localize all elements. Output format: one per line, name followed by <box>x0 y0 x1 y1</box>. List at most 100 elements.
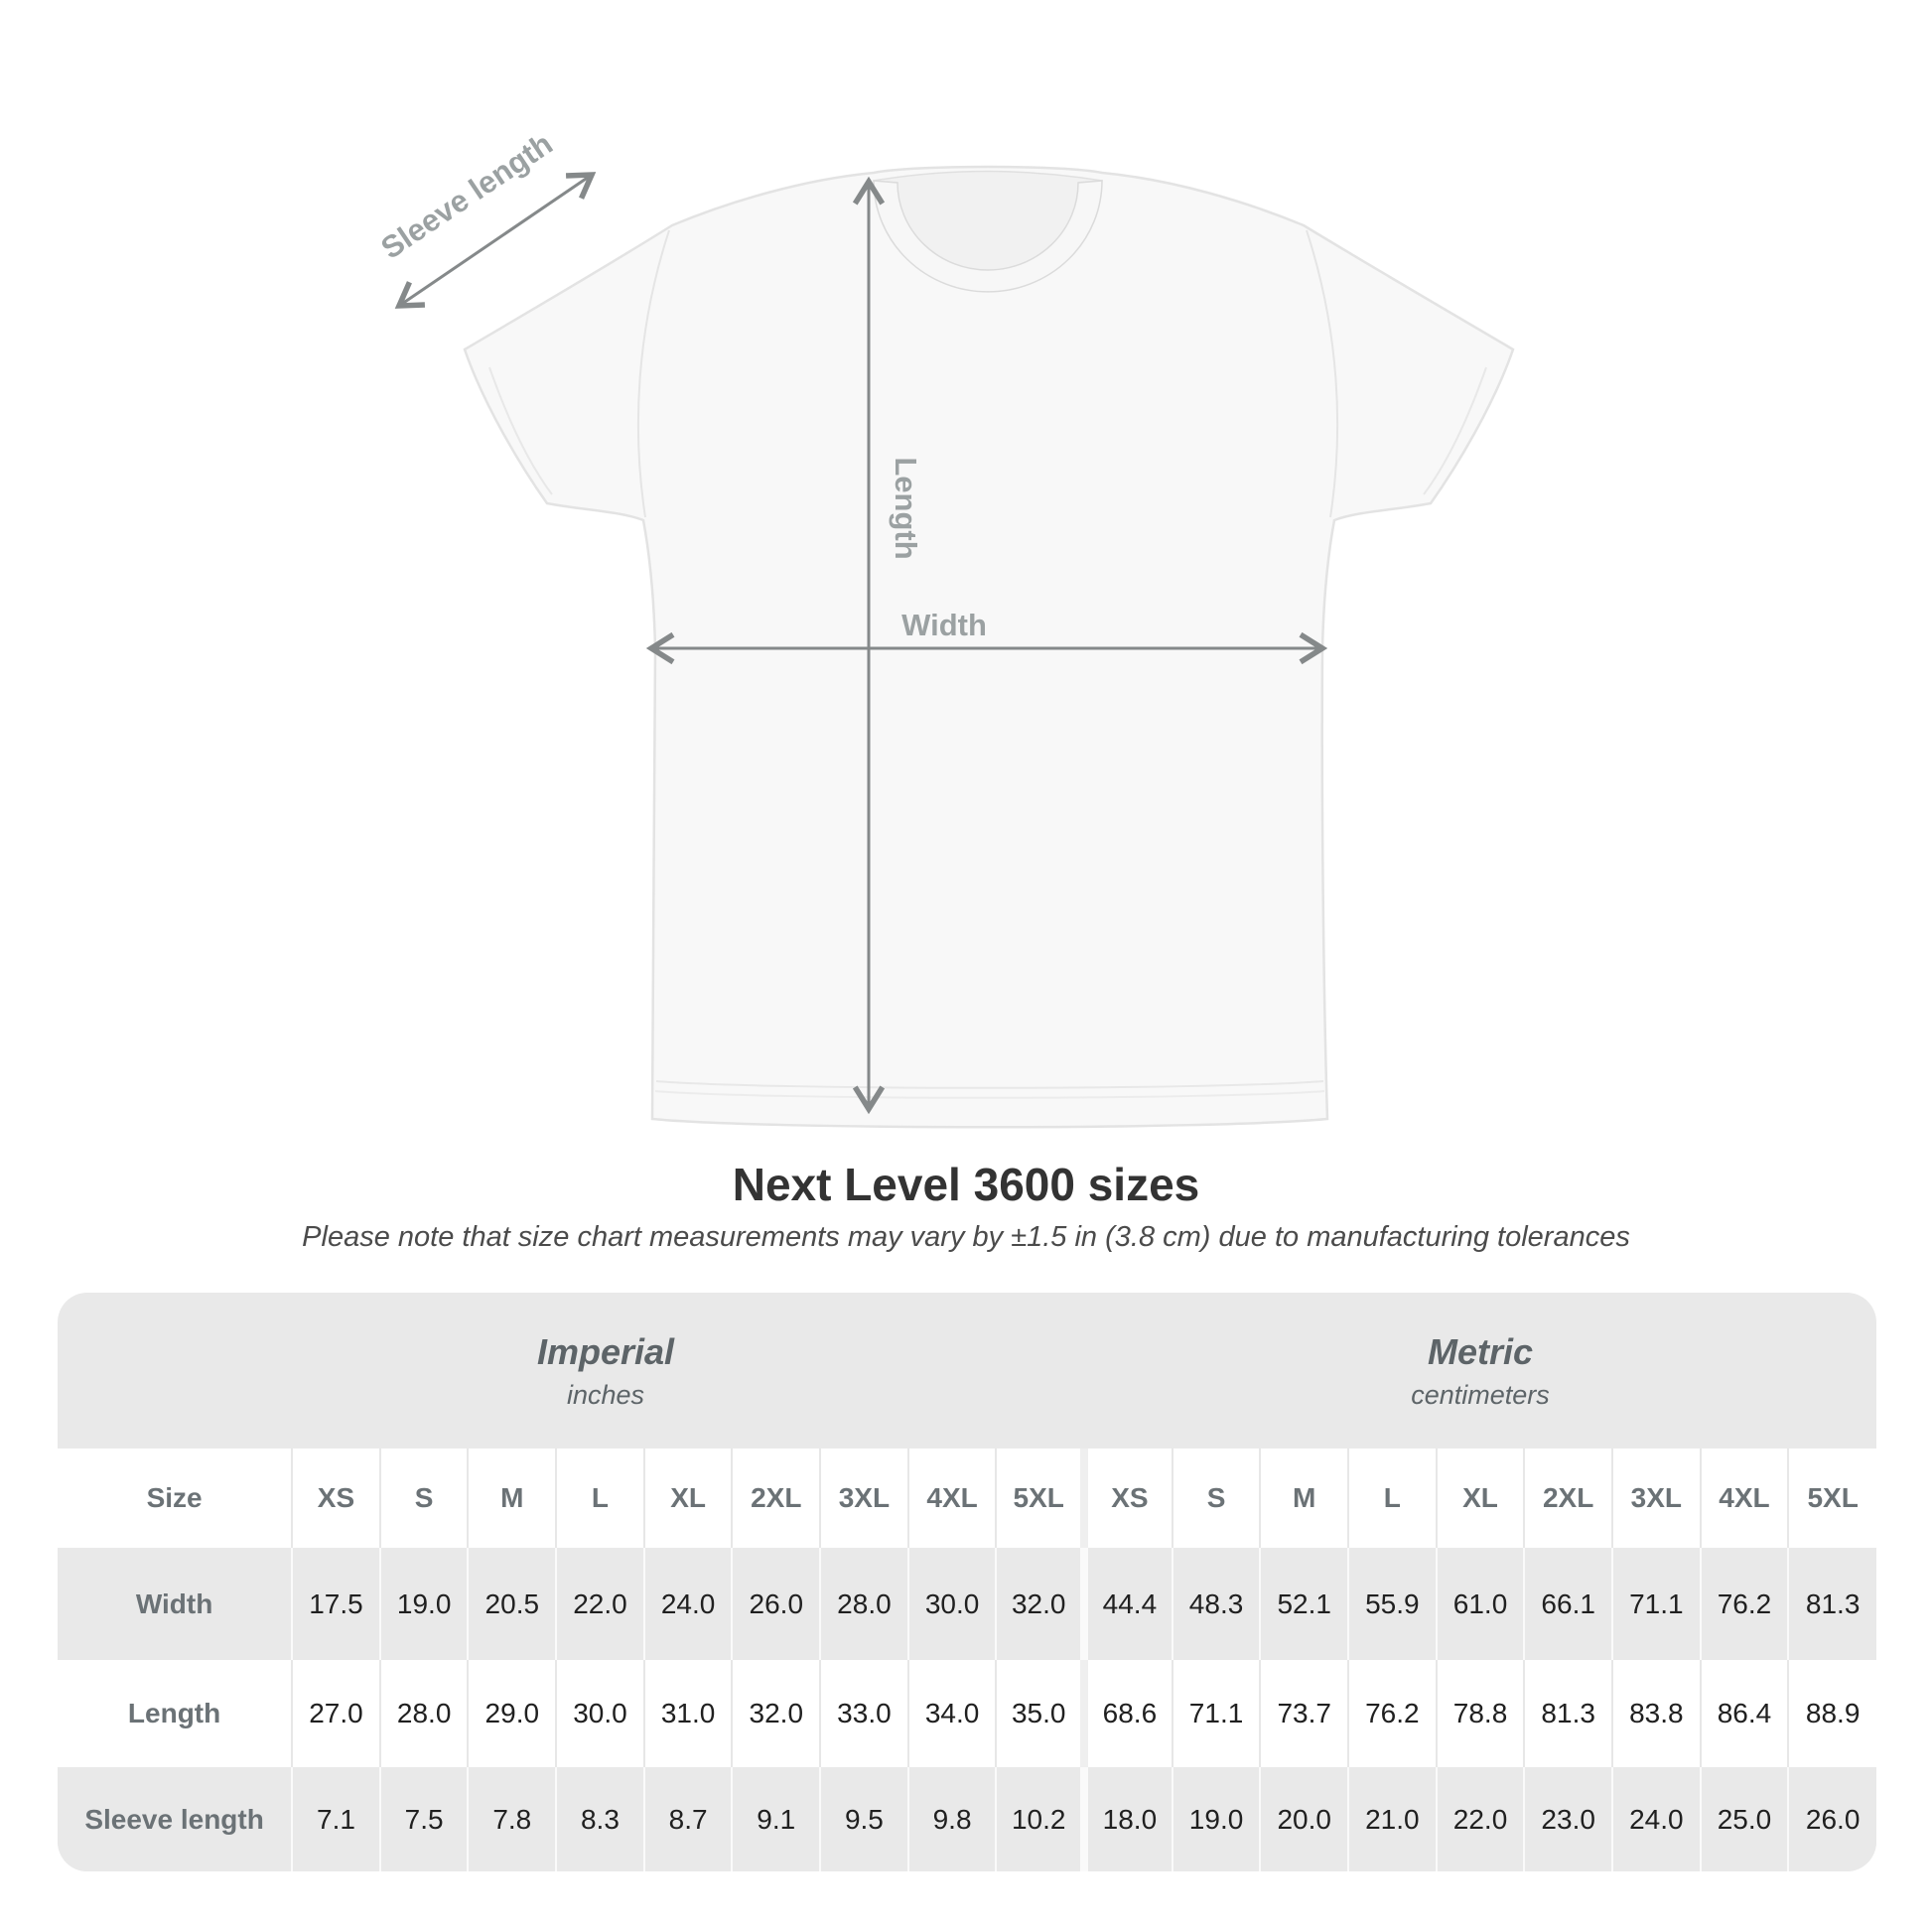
table-cell: 10.2 <box>995 1767 1085 1871</box>
table-cell: 20.0 <box>1259 1767 1349 1871</box>
metric-header: Metric centimeters <box>1084 1293 1876 1449</box>
table-cell: 24.0 <box>1611 1767 1701 1871</box>
table-cell: 26.0 <box>731 1548 821 1660</box>
table-cell: 22.0 <box>555 1548 644 1660</box>
table-cell: 32.0 <box>995 1548 1085 1660</box>
size-col-header: XL <box>1435 1449 1525 1548</box>
table-cell: 28.0 <box>819 1548 908 1660</box>
table-cell: 21.0 <box>1347 1767 1437 1871</box>
table-cell: 19.0 <box>1171 1767 1261 1871</box>
table-cell: 86.4 <box>1699 1660 1789 1767</box>
table-cell: 76.2 <box>1347 1660 1437 1767</box>
table-cell: 9.1 <box>731 1767 821 1871</box>
size-col-header: XL <box>642 1449 733 1548</box>
unit-header-band: Imperial inches Metric centimeters <box>58 1293 1876 1449</box>
table-cell: 7.1 <box>291 1767 380 1871</box>
table-cell: 8.7 <box>642 1767 733 1871</box>
size-col-header: 5XL <box>995 1449 1085 1548</box>
table-cell: 9.8 <box>906 1767 997 1871</box>
size-col-header: 3XL <box>819 1449 908 1548</box>
table-cell: 18.0 <box>1080 1767 1173 1871</box>
size-col-header: 2XL <box>731 1449 821 1548</box>
size-col-header: 4XL <box>906 1449 997 1548</box>
row-label: Width <box>135 1587 213 1619</box>
table-cell: 29.0 <box>467 1660 557 1767</box>
table-cell: 7.8 <box>467 1767 557 1871</box>
right-sleeve-hem <box>1423 366 1487 495</box>
size-col-header: L <box>1347 1449 1437 1548</box>
bottom-hem-stitch <box>655 1080 1324 1089</box>
imperial-header: Imperial inches <box>58 1293 1084 1449</box>
table-cell: 71.1 <box>1171 1660 1261 1767</box>
row-label: Length <box>127 1698 221 1728</box>
tshirt-measurement-diagram: Sleeve length Length Width <box>374 126 1515 1129</box>
metric-header-name: Metric <box>1427 1331 1534 1373</box>
table-cell: 68.6 <box>1080 1660 1173 1767</box>
size-col-header: 2XL <box>1523 1449 1612 1548</box>
left-sleeve-hem <box>488 366 553 495</box>
table-cell: 88.9 <box>1787 1660 1876 1767</box>
length-row: Length 27.0 28.0 29.0 30.0 31.0 32.0 33.… <box>58 1660 1876 1767</box>
table-cell: 32.0 <box>731 1660 821 1767</box>
size-corner-label: Size <box>146 1482 203 1513</box>
table-cell: 30.0 <box>555 1660 644 1767</box>
collar-ring <box>873 180 1103 293</box>
table-cell: 55.9 <box>1347 1548 1437 1660</box>
table-cell: 52.1 <box>1259 1548 1349 1660</box>
table-cell: 76.2 <box>1699 1548 1789 1660</box>
table-cell: 26.0 <box>1787 1767 1876 1871</box>
table-cell: 23.0 <box>1523 1767 1612 1871</box>
size-header-row: Size XS S M L XL 2XL 3XL 4XL 5XL XS S M … <box>58 1449 1876 1548</box>
metric-header-unit: centimeters <box>1411 1379 1550 1410</box>
table-cell: 30.0 <box>906 1548 997 1660</box>
size-table: Size XS S M L XL 2XL 3XL 4XL 5XL XS S M … <box>58 1449 1876 1871</box>
table-cell: 35.0 <box>995 1660 1085 1767</box>
measurement-arrows <box>394 172 1328 1115</box>
left-armhole-seam <box>636 229 670 518</box>
size-col-header: XS <box>291 1449 380 1548</box>
table-cell: 61.0 <box>1435 1548 1525 1660</box>
size-col-header: L <box>555 1449 644 1548</box>
table-cell: 17.5 <box>291 1548 380 1660</box>
size-col-header: 4XL <box>1699 1449 1789 1548</box>
table-cell: 27.0 <box>291 1660 380 1767</box>
tolerance-note: Please note that size chart measurements… <box>302 1221 1630 1253</box>
right-armhole-seam <box>1306 229 1339 518</box>
page-title: Next Level 3600 sizes <box>732 1159 1200 1210</box>
table-cell: 7.5 <box>378 1767 469 1871</box>
table-cell: 8.3 <box>555 1767 644 1871</box>
size-table-card: Imperial inches Metric centimeters Size … <box>58 1293 1876 1871</box>
table-cell: 24.0 <box>642 1548 733 1660</box>
table-cell: 20.5 <box>467 1548 557 1660</box>
size-col-header: S <box>1171 1449 1261 1548</box>
table-cell: 81.3 <box>1787 1548 1876 1660</box>
table-cell: 33.0 <box>819 1660 908 1767</box>
imperial-header-unit: inches <box>566 1379 645 1410</box>
size-col-header: S <box>378 1449 469 1548</box>
table-cell: 22.0 <box>1435 1767 1525 1871</box>
table-cell: 25.0 <box>1699 1767 1789 1871</box>
size-col-header: M <box>467 1449 557 1548</box>
size-col-header: XS <box>1080 1449 1173 1548</box>
table-cell: 83.8 <box>1611 1660 1701 1767</box>
table-cell: 28.0 <box>378 1660 469 1767</box>
size-col-header: 3XL <box>1611 1449 1701 1548</box>
table-cell: 31.0 <box>642 1660 733 1767</box>
row-label: Sleeve length <box>84 1803 264 1835</box>
table-cell: 71.1 <box>1611 1548 1701 1660</box>
sleeve-length-row: Sleeve length 7.1 7.5 7.8 8.3 8.7 9.1 9.… <box>58 1767 1876 1871</box>
width-diagram-label: Width <box>901 608 987 642</box>
table-cell: 9.5 <box>819 1767 908 1871</box>
table-cell: 66.1 <box>1523 1548 1612 1660</box>
table-cell: 81.3 <box>1523 1660 1612 1767</box>
table-cell: 73.7 <box>1259 1660 1349 1767</box>
table-cell: 78.8 <box>1435 1660 1525 1767</box>
table-cell: 48.3 <box>1171 1548 1261 1660</box>
bottom-hem-stitch-2 <box>654 1090 1325 1099</box>
size-col-header: 5XL <box>1787 1449 1876 1548</box>
table-cell: 19.0 <box>378 1548 469 1660</box>
sleeve-length-arrow <box>394 172 597 309</box>
width-row: Width 17.5 19.0 20.5 22.0 24.0 26.0 28.0… <box>58 1548 1876 1660</box>
size-col-header: M <box>1259 1449 1349 1548</box>
